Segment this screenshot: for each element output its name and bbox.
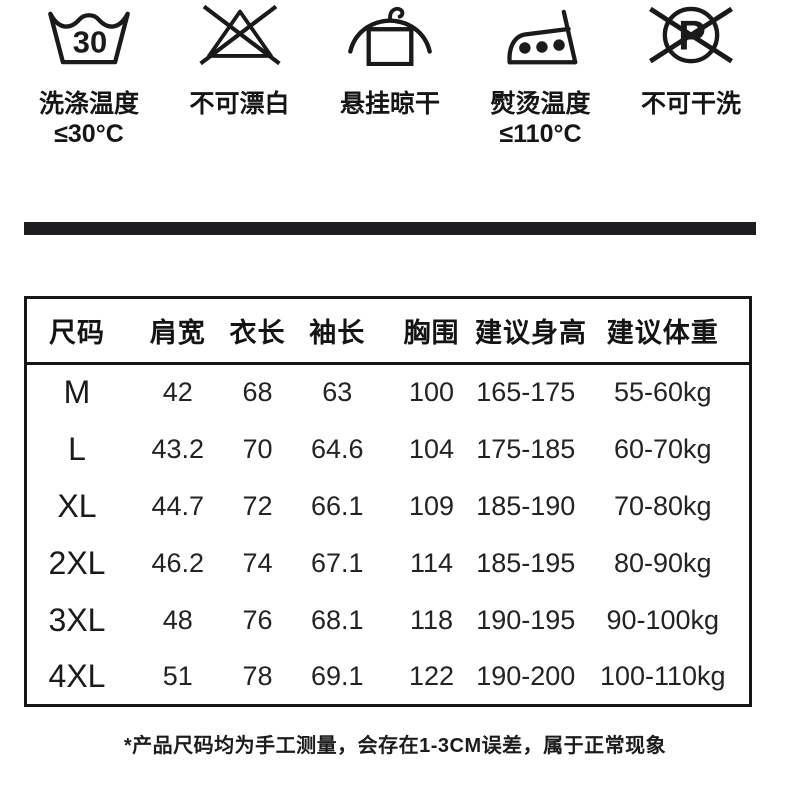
table-row: XL 44.7 72 66.1 109 185-190 70-80kg <box>26 478 751 535</box>
measurement-cell: 76 <box>242 604 273 635</box>
care-item-no-bleach: 不可漂白 <box>167 2 313 222</box>
care-label: 洗涤温度 ≤30°C <box>39 89 139 149</box>
header-length: 衣长 <box>229 318 286 348</box>
measurement-cell: 100 <box>408 377 455 408</box>
measurement-cell: 118 <box>409 604 454 635</box>
table-row: 3XL 48 76 68.1 118 190-195 90-100kg <box>26 592 751 649</box>
iron-temp-icon-box <box>498 2 584 66</box>
measurement-cell: 69.1 <box>310 660 364 691</box>
no-bleach-icon <box>198 4 281 66</box>
care-label-line1: 洗涤温度 <box>38 90 139 118</box>
table-row: M 42 68 63 100 165-175 55-60kg <box>26 364 751 421</box>
section-divider-bar <box>24 222 756 235</box>
no-dry-clean-icon: P <box>649 6 733 64</box>
care-label-line2: ≤110°C <box>499 120 582 148</box>
care-item-no-dry-clean: P 不可干洗 <box>618 2 764 222</box>
care-label: 悬挂晾干 <box>340 89 440 119</box>
care-item-iron-temp: 熨烫温度 ≤110°C <box>468 2 614 222</box>
size-label-cell: 4XL <box>48 657 106 694</box>
care-label: 熨烫温度 ≤110°C <box>490 89 590 149</box>
measurement-cell: 46.2 <box>151 547 205 578</box>
table-row: 4XL 51 78 69.1 122 190-200 100-110kg <box>26 649 751 706</box>
size-chart-table: 尺码 肩宽 衣长 袖长 胸围 建议身高 建议体重 M 42 68 63 100 165-1… <box>24 296 752 707</box>
header-chest: 胸围 <box>403 318 460 348</box>
header-weight-range: 建议体重 <box>606 318 719 348</box>
measurement-cell: 55-60kg <box>613 377 712 408</box>
size-label-cell: M <box>63 374 91 411</box>
size-label-cell: XL <box>57 487 97 524</box>
care-label-line1: 不可干洗 <box>640 90 741 118</box>
measurement-cell: 109 <box>408 490 455 521</box>
hang-dry-icon-box <box>346 2 434 66</box>
measurement-disclaimer: *产品尺码均为手工测量，会存在1-3CM误差，属于正常现象 <box>123 735 667 757</box>
size-label-cell: L <box>68 430 86 467</box>
measurement-cell: 66.1 <box>310 490 364 521</box>
measurement-cell: 44.7 <box>151 490 205 521</box>
care-item-wash-temp: 30 洗涤温度 ≤30°C <box>16 2 162 222</box>
measurement-cell: 72 <box>242 490 273 521</box>
table-row: L 43.2 70 64.6 104 175-185 60-70kg <box>26 421 751 478</box>
measurement-cell: 114 <box>409 547 454 578</box>
measurement-cell: 51 <box>162 660 193 691</box>
measurement-cell: 67.1 <box>310 547 364 578</box>
measurement-cell: 68.1 <box>310 604 364 635</box>
measurement-cell: 70 <box>242 433 273 464</box>
size-label-cell: 2XL <box>48 544 106 581</box>
iron-temp-110-icon <box>506 9 577 65</box>
measurement-cell: 42 <box>162 377 193 408</box>
measurement-cell: 104 <box>408 433 455 464</box>
measurement-cell: 190-195 <box>476 604 576 635</box>
measurement-cell: 185-190 <box>476 490 576 521</box>
measurement-cell: 60-70kg <box>613 433 712 464</box>
header-size: 尺码 <box>49 318 105 348</box>
table-header-row: 尺码 肩宽 衣长 袖长 胸围 建议身高 建议体重 <box>25 298 751 364</box>
care-label: 不可干洗 <box>641 89 741 119</box>
care-label: 不可漂白 <box>189 89 289 119</box>
header-sleeve: 袖长 <box>309 318 366 348</box>
care-label-line2: ≤30°C <box>54 120 124 148</box>
table-row: 2XL 46.2 74 67.1 114 185-195 80-90kg <box>26 535 751 592</box>
measurement-cell: 90-100kg <box>606 604 720 635</box>
measurement-cell: 80-90kg <box>613 547 712 578</box>
wash-temp-icon-box: 30 <box>44 2 134 66</box>
measurement-cell: 175-185 <box>476 433 576 464</box>
care-item-hang-dry: 悬挂晾干 <box>317 2 463 222</box>
size-label-cell: 3XL <box>48 601 106 638</box>
wash-temp-30-icon: 30 <box>48 11 130 65</box>
measurement-cell: 165-175 <box>476 377 576 408</box>
size-table-body: M 42 68 63 100 165-175 55-60kg L 43.2 70 64.6 104 17… <box>26 364 751 706</box>
measurement-cell: 48 <box>162 604 193 635</box>
measurement-cell: 43.2 <box>151 433 205 464</box>
measurement-cell: 68 <box>242 377 273 408</box>
wash-temp-value: 30 <box>73 24 107 59</box>
measurement-cell: 74 <box>242 547 273 578</box>
measurement-cell: 100-110kg <box>599 660 726 691</box>
care-label-line1: 不可漂白 <box>189 90 290 118</box>
measurement-cell: 122 <box>408 660 455 691</box>
measurement-cell: 185-195 <box>476 547 576 578</box>
measurement-cell: 63 <box>322 377 353 408</box>
care-label-line1: 悬挂晾干 <box>339 90 440 118</box>
measurement-cell: 78 <box>242 660 273 691</box>
care-symbols-section: 30 洗涤温度 ≤30°C 不可漂白 <box>0 0 790 222</box>
measurement-cell: 70-80kg <box>613 490 712 521</box>
header-shoulder: 肩宽 <box>149 318 206 348</box>
no-bleach-icon-box <box>190 2 290 66</box>
no-dry-clean-icon-box: P <box>644 2 738 66</box>
care-label-line1: 熨烫温度 <box>490 90 591 118</box>
header-height-range: 建议身高 <box>475 318 587 348</box>
measurement-cell: 190-200 <box>476 660 576 691</box>
hang-dry-icon <box>348 6 432 66</box>
measurement-cell: 64.6 <box>310 433 364 464</box>
